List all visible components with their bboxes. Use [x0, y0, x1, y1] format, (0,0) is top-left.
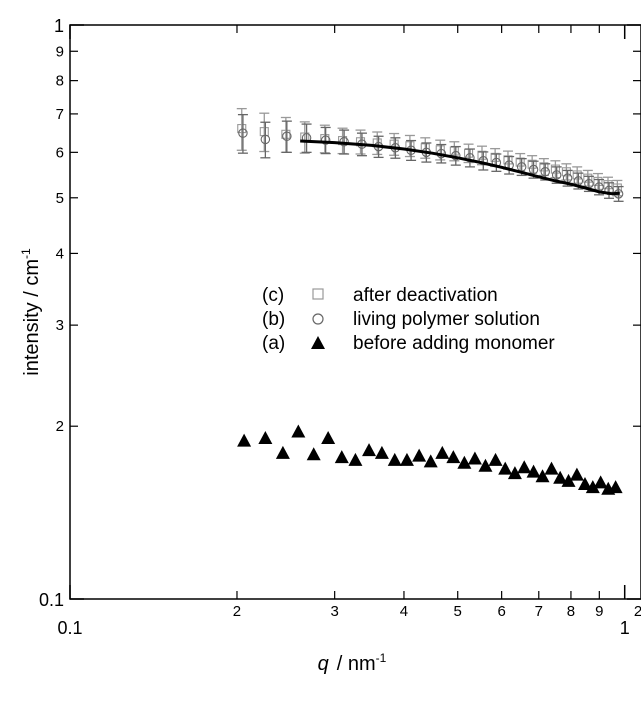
x-axis-title-unit: / nm — [337, 653, 376, 675]
point-a — [594, 475, 608, 488]
x-minor-tick-label: 9 — [595, 603, 603, 620]
y-minor-tick-label: 3 — [56, 317, 64, 334]
y-axis-ticks: 0.1 1 2 3 4 5 6 7 8 9 — [39, 16, 641, 610]
legend: (c) after deactivation (b) living polyme… — [262, 285, 555, 354]
x-axis-title-symbol: q — [318, 653, 329, 675]
legend-marker-b — [313, 314, 323, 324]
point-a — [258, 431, 272, 444]
y-minor-tick-label: 2 — [56, 418, 64, 435]
point-a — [435, 446, 449, 459]
x-minor-tick-label: 7 — [535, 603, 543, 620]
y-minor-tick-label: 4 — [56, 245, 64, 262]
series-a — [237, 425, 623, 495]
x-axis-title: q / nm-1 — [318, 651, 387, 675]
point-a — [517, 460, 531, 473]
x-minor-tick-label: 3 — [330, 603, 338, 620]
point-a — [375, 446, 389, 459]
y-axis-title: intensity / cm-1 — [19, 248, 43, 376]
point-a — [348, 453, 362, 466]
y-major-tick-label: 0.1 — [39, 590, 64, 610]
y-axis-title-exponent: -1 — [19, 248, 33, 259]
y-minor-tick-label: 6 — [56, 144, 64, 161]
point-a — [237, 434, 251, 447]
x-minor-tick-label: 4 — [400, 603, 408, 620]
point-a — [276, 446, 290, 459]
y-minor-tick-label: 8 — [56, 73, 64, 90]
x-minor-tick-label: 6 — [497, 603, 505, 620]
x-minor-tick-label: 2 — [233, 603, 241, 620]
point-a — [400, 453, 414, 466]
point-a — [412, 449, 426, 462]
point-a — [388, 453, 402, 466]
y-minor-tick-label: 9 — [56, 43, 64, 60]
point-a — [446, 450, 460, 463]
x-minor-tick-label: 8 — [567, 603, 575, 620]
legend-label-c: after deactivation — [353, 285, 498, 306]
point-a — [468, 451, 482, 464]
legend-marker-c — [313, 289, 323, 299]
legend-key-a: (a) — [262, 333, 285, 354]
legend-entry-c: (c) after deactivation — [262, 285, 498, 306]
x-axis-ticks: 0.1 12 3 4 5 6 7 8 9 2 — [57, 25, 641, 638]
point-a — [362, 443, 376, 456]
fit-curve — [300, 141, 620, 194]
point-a — [489, 453, 503, 466]
point-a — [545, 462, 559, 475]
point-a — [321, 431, 335, 444]
point-a — [307, 447, 321, 460]
point-a — [291, 425, 305, 438]
y-axis-title-text: intensity / cm — [21, 259, 43, 376]
legend-label-a: before adding monomer — [353, 333, 555, 354]
point-a — [570, 468, 584, 481]
x-minor-tick-label: 5 — [454, 603, 462, 620]
legend-entry-a: (a) before adding monomer — [262, 333, 555, 354]
y-major-tick-label: 1 — [54, 16, 64, 36]
legend-entry-b: (b) living polymer solution — [262, 309, 540, 330]
legend-key-b: (b) — [262, 309, 285, 330]
y-minor-tick-label: 5 — [56, 190, 64, 207]
y-minor-tick-label: 7 — [56, 106, 64, 123]
x-axis-title-exponent: -1 — [376, 651, 387, 665]
x-major-tick-label: 0.1 — [57, 618, 82, 638]
x-minor-tick-label: 2 — [634, 603, 641, 620]
legend-marker-a — [311, 336, 325, 349]
x-major-tick-label: 1 — [620, 618, 630, 638]
point-a — [424, 454, 438, 467]
legend-key-c: (c) — [262, 285, 284, 306]
legend-label-b: living polymer solution — [353, 309, 540, 330]
series-b — [238, 115, 624, 202]
point-a — [335, 450, 349, 463]
